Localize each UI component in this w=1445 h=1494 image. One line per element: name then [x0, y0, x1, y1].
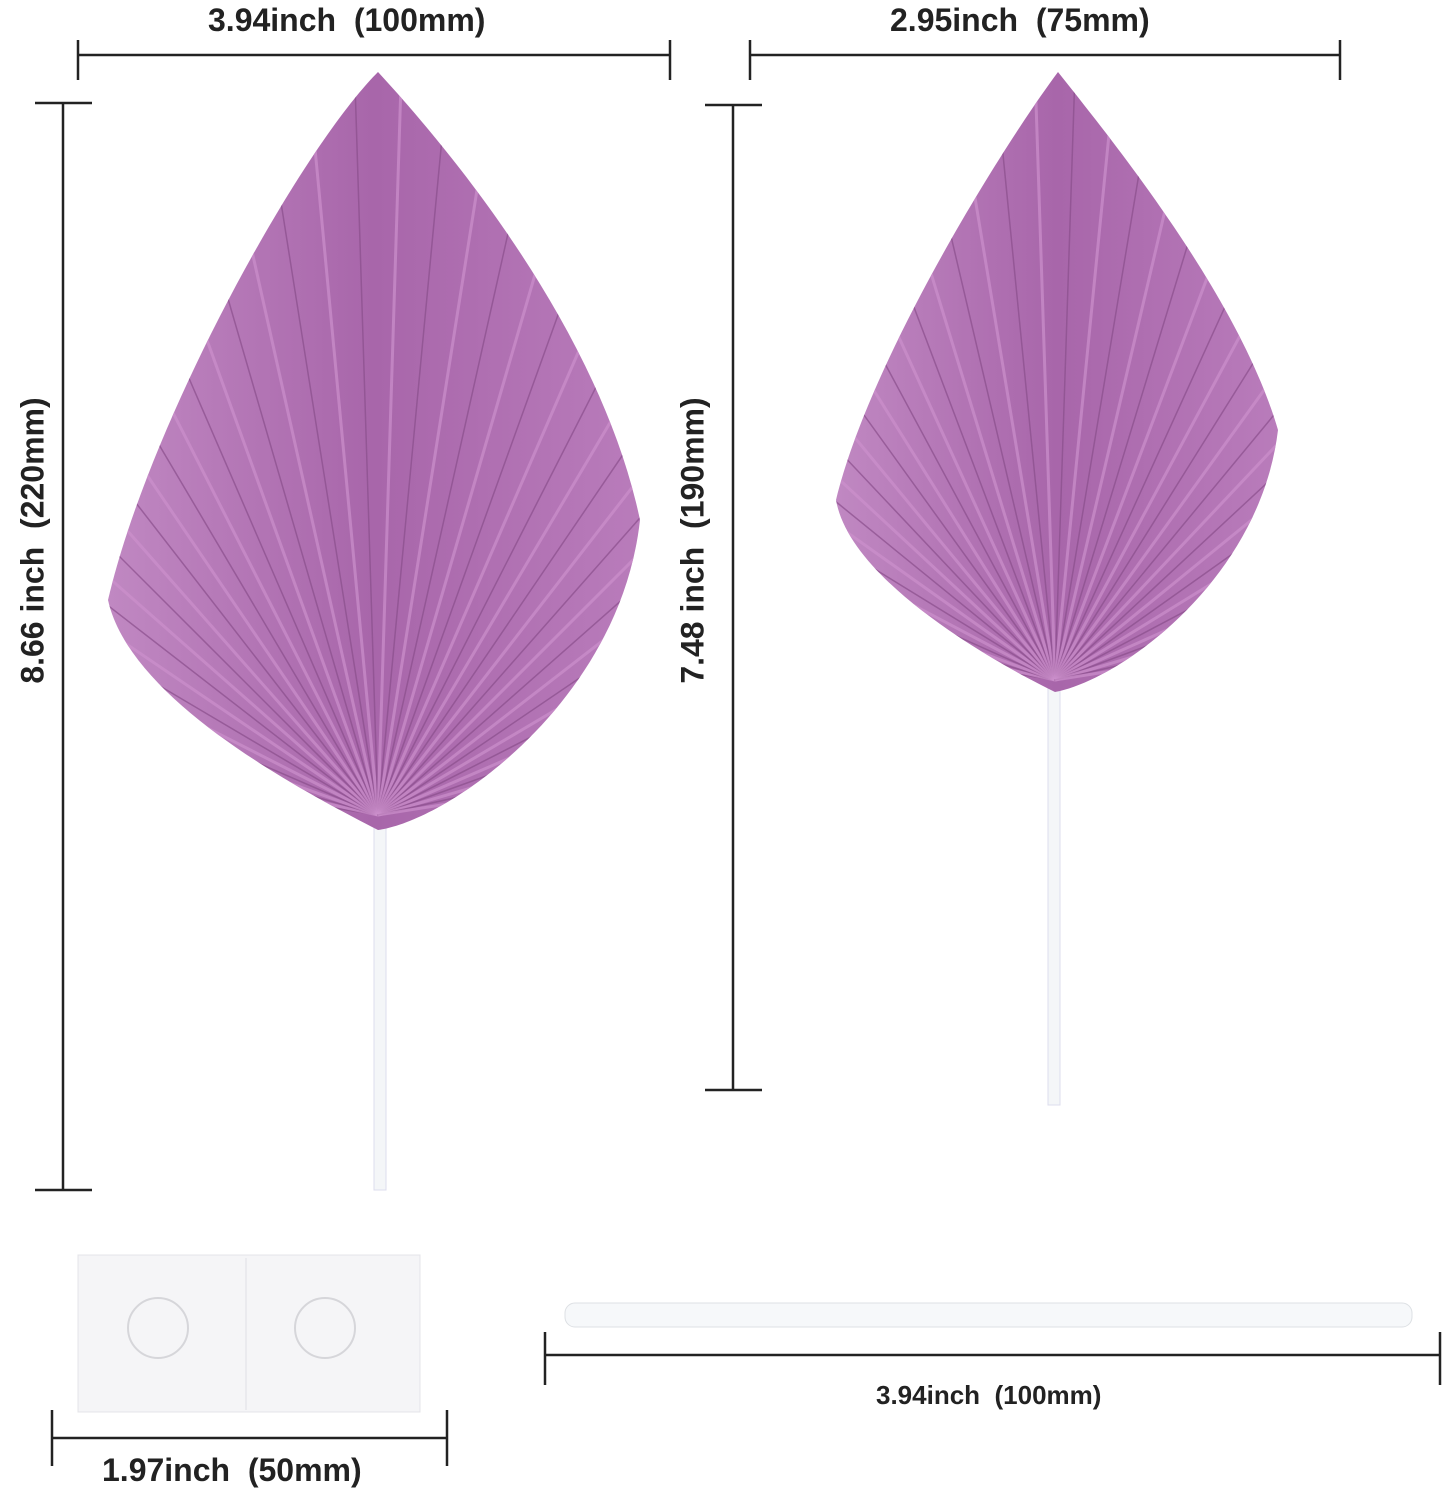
small-stick [1047, 679, 1061, 1106]
sticker-width-label: 1.97inch (50mm) [102, 1452, 362, 1488]
pleat-line [1054, 110, 1278, 682]
pleat-line [108, 72, 379, 816]
pleat-line [377, 72, 640, 816]
pleat-line [1053, 72, 1278, 681]
pleat-line [377, 262, 640, 817]
pleat-line [377, 139, 640, 816]
pleat-line [1054, 72, 1086, 681]
pleat-line [1054, 72, 1278, 681]
pleat-line [291, 72, 380, 816]
pleat-line [376, 72, 640, 816]
pleat-line [965, 72, 1056, 681]
pleat-line [836, 72, 1057, 682]
pleat-line [376, 102, 640, 816]
pleat-line [1054, 158, 1278, 681]
pleat-line [108, 103, 379, 816]
pleat-line [377, 72, 464, 816]
pleat-line [1053, 72, 1262, 681]
pleat-line [1054, 72, 1278, 681]
pleat-line [108, 72, 380, 816]
dimension-lines [35, 40, 1442, 1466]
stick-length-label: 3.94inch (100mm) [876, 1380, 1102, 1410]
pleat-line [836, 72, 1057, 681]
pleat-line [1053, 72, 1146, 681]
large-stick [373, 819, 387, 1191]
pleat-line [1053, 72, 1278, 682]
pleat-line [108, 262, 379, 816]
pleat-line [377, 219, 640, 816]
pleat-line [836, 72, 1056, 681]
glue-dot [127, 1297, 189, 1359]
pleat-line [377, 308, 640, 816]
pleat-line [836, 111, 1056, 681]
pleat-line [108, 307, 379, 817]
pleat-line [836, 157, 1056, 682]
pleat-line [377, 405, 640, 816]
pleat-line [108, 356, 379, 816]
pleat-line [108, 138, 380, 816]
pleat-line [348, 72, 379, 816]
large-palm-leaf [108, 72, 640, 830]
pleat-line [108, 218, 379, 817]
pleat-line [836, 72, 1056, 681]
pleat-line [1054, 72, 1278, 681]
small-height-label: 7.48 inch (190mm) [674, 397, 711, 684]
pleat-line [836, 72, 1057, 681]
pleat-line [108, 405, 379, 817]
pleat-line [1023, 72, 1057, 681]
small-width-label: 2.95inch (75mm) [890, 2, 1150, 38]
large-height-label: 8.66 inch (220mm) [14, 397, 51, 684]
pleat-line [836, 258, 1056, 682]
pleat-line [108, 178, 379, 816]
pleat-line [1054, 72, 1204, 681]
pleat-line [377, 355, 640, 817]
pleat-line [1054, 207, 1278, 682]
pleat-line [848, 72, 1056, 681]
pleat-line [376, 177, 640, 817]
pleat-line [376, 72, 408, 816]
pleat-line [1054, 72, 1278, 681]
pleat-line [376, 72, 640, 816]
pleat-line [906, 72, 1057, 681]
loose-stick [564, 1302, 1413, 1328]
glue-dot-sticker [77, 1254, 421, 1413]
pleat-line [836, 207, 1056, 681]
glue-dot [294, 1297, 356, 1359]
large-width-label: 3.94inch (100mm) [208, 2, 486, 38]
